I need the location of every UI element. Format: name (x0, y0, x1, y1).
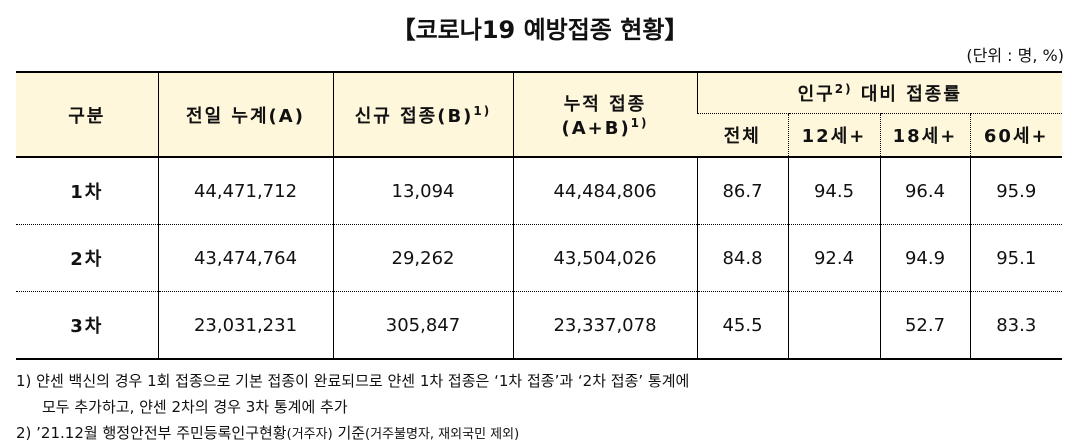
header-cell: 전체 (697, 113, 788, 158)
table-row: 2차 43,474,764 29,262 43,504,026 84.8 92.4 94.9… (16, 224, 1063, 292)
note-text: 모두 추가하고, 얀센 2차의 경우 3차 통계에 추가 (42, 398, 348, 416)
header-text: 대비 접종률 (860, 84, 962, 105)
header-text: 전일 누계(A) (186, 105, 305, 127)
header-cell: 12세+ (787, 113, 880, 158)
cell: 94.9 (879, 224, 970, 292)
header-cell: 구분 (16, 71, 158, 158)
cell: 45.5 (696, 291, 788, 360)
header-cell: 60세+ (969, 113, 1063, 158)
note-text: 1) 얀센 백신의 경우 1회 접종으로 기본 접종이 완료되므로 얀센 1차 … (16, 372, 690, 390)
table-row: 1차 44,471,712 13,094 44,484,806 86.7 94.5 96.4… (16, 157, 1063, 225)
cell: 44,484,806 (512, 157, 697, 225)
cell: 13,094 (332, 157, 513, 225)
cell: 305,847 (332, 291, 513, 360)
row-label: 2차 (16, 224, 158, 292)
footnote-mark: 2) (834, 82, 853, 96)
cell: 95.1 (969, 224, 1063, 292)
header-cell: 18세+ (879, 113, 970, 158)
header-cell: 전일 누계(A) (157, 71, 333, 158)
header-text: 인구 (797, 84, 835, 105)
notes: 1) 얀센 백신의 경우 1회 접종으로 기본 접종이 완료되므로 얀센 1차 … (16, 368, 689, 448)
cell: 83.3 (969, 291, 1063, 360)
note: 1) 얀센 백신의 경우 1회 접종으로 기본 접종이 완료되므로 얀센 1차 … (16, 368, 689, 394)
cell: 43,504,026 (512, 224, 697, 292)
header-text: 구분 (68, 105, 106, 127)
footnote-mark: 1) (473, 103, 492, 118)
cell: 29,262 (332, 224, 513, 292)
note-text: (거주자) (286, 427, 333, 442)
note: 모두 추가하고, 얀센 2차의 경우 3차 통계에 추가 (16, 394, 689, 420)
note-text: 2) ’21.12월 행정안전부 주민등록인구현황 (16, 424, 287, 442)
header-text: 누적 접종 (563, 94, 647, 115)
cell: 23,337,078 (512, 291, 697, 360)
header-cell: 인구2) 대비 접종률 (696, 71, 1063, 114)
note-text: 기준 (337, 424, 366, 442)
unit: (단위 : 명, %) (966, 46, 1064, 65)
header-text: (A+B) (561, 118, 631, 139)
vaccination-table: 구분 전일 누계(A) 신규 접종(B)1) 누적 접종 (A+B)1) 인구2)… (16, 71, 1063, 360)
header-row: 전체 12세+ 18세+ 60세+ (16, 113, 1063, 158)
row-label: 3차 (16, 291, 158, 360)
footnote-mark: 1) (630, 116, 649, 130)
header-text: 신규 접종(B) (354, 105, 474, 127)
cell: 94.5 (787, 157, 880, 225)
header-cell: 신규 접종(B)1) (332, 71, 513, 158)
cell: 44,471,712 (157, 157, 333, 225)
cell: 92.4 (787, 224, 880, 292)
row-label: 1차 (16, 157, 158, 225)
cell: 52.7 (879, 291, 970, 360)
empty-cell (787, 291, 880, 360)
note: 2) ’21.12월 행정안전부 주민등록인구현황(거주자) 기준(거주불명자,… (16, 420, 689, 448)
note-text: (거주불명자, 재외국민 제외) (365, 427, 520, 442)
cell: 96.4 (879, 157, 970, 225)
cell: 43,474,764 (157, 224, 333, 292)
cell: 86.7 (696, 157, 788, 225)
header-cell: 누적 접종 (A+B)1) (512, 71, 697, 158)
title: 【코로나19 예방접종 현황】 (391, 16, 689, 44)
cell: 23,031,231 (157, 291, 333, 360)
cell: 95.9 (969, 157, 1063, 225)
table-body: 1차 44,471,712 13,094 44,484,806 86.7 94.5 96.4… (16, 157, 1063, 360)
header-row: 구분 전일 누계(A) 신규 접종(B)1) 누적 접종 (A+B)1) 인구2)… (16, 71, 1063, 158)
table-row: 3차 23,031,231 305,847 23,337,078 45.5 52.7 83.… (16, 291, 1063, 360)
cell: 84.8 (696, 224, 788, 292)
